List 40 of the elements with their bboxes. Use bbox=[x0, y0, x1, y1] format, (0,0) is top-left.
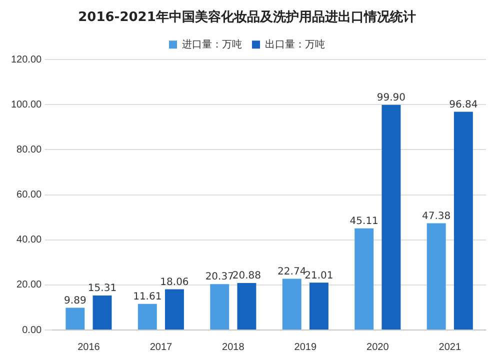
y-tick-label: 100.00 bbox=[10, 99, 42, 110]
data-label: 22.74 bbox=[278, 266, 306, 278]
bar bbox=[309, 282, 328, 330]
data-label: 20.37 bbox=[205, 272, 234, 283]
x-tick-label: 2021 bbox=[438, 342, 462, 353]
legend-label: 进口量：万吨 bbox=[182, 38, 242, 50]
data-label: 11.61 bbox=[133, 291, 162, 302]
data-label: 45.11 bbox=[350, 216, 378, 227]
y-tick-label: 60.00 bbox=[16, 190, 42, 201]
data-label: 20.88 bbox=[232, 270, 262, 282]
data-label: 18.06 bbox=[160, 276, 189, 288]
bar bbox=[237, 282, 256, 330]
y-tick-label: 120.00 bbox=[10, 54, 42, 66]
bar bbox=[354, 228, 374, 330]
x-tick-label: 2019 bbox=[294, 342, 317, 353]
bar bbox=[454, 112, 473, 330]
data-label: 96.84 bbox=[449, 99, 478, 110]
y-tick-label: 20.00 bbox=[16, 280, 42, 291]
bar bbox=[138, 304, 157, 330]
bar bbox=[92, 296, 112, 330]
y-tick-label: 40.00 bbox=[16, 234, 42, 246]
bar bbox=[66, 308, 85, 330]
data-label: 47.38 bbox=[422, 210, 451, 222]
bar bbox=[382, 104, 401, 330]
x-tick-label: 2020 bbox=[366, 342, 390, 353]
bar bbox=[282, 278, 302, 330]
data-label: 21.01 bbox=[304, 270, 334, 282]
data-label: 99.90 bbox=[376, 92, 406, 104]
x-tick-label: 2018 bbox=[222, 342, 245, 353]
legend-label: 出口量：万吨 bbox=[265, 38, 325, 50]
x-tick-label: 2016 bbox=[78, 342, 100, 353]
chart-title: 2016-2021年中国美容化妆品及洗护用品进出口情况统计 bbox=[78, 9, 416, 26]
data-label: 15.31 bbox=[88, 283, 117, 294]
y-tick-label: 0.00 bbox=[22, 324, 42, 336]
data-label: 9.89 bbox=[64, 295, 86, 306]
bar bbox=[165, 289, 184, 330]
bar bbox=[426, 223, 446, 330]
bar bbox=[210, 284, 230, 330]
x-tick-label: 2017 bbox=[150, 342, 172, 353]
y-tick-label: 80.00 bbox=[16, 144, 42, 156]
